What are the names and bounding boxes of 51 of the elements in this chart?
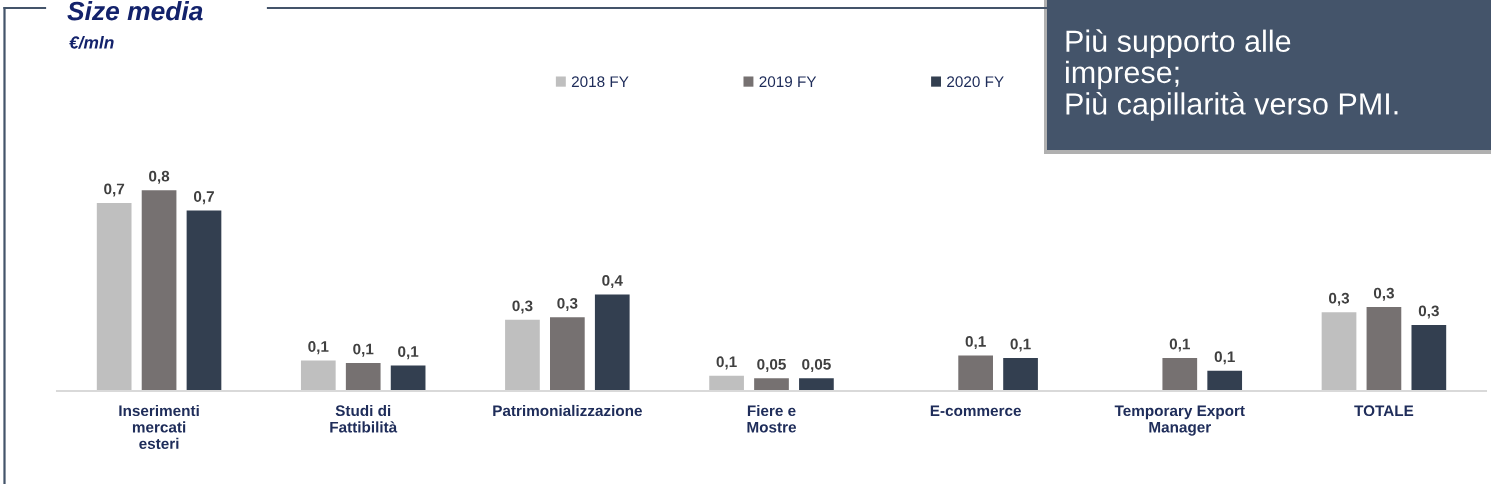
bar [186,210,222,391]
data-label: 0,1 [308,341,329,355]
data-label: 0,4 [602,275,623,289]
legend-label: 2019 FY [759,76,817,88]
data-label: 0,1 [1169,338,1190,352]
data-label: 0,3 [512,300,533,314]
chart-title: Size media [67,1,203,21]
bar [300,360,336,391]
data-label: 0,05 [802,358,831,372]
x-tick-label: Patrimonializzazione [493,404,642,417]
data-label: 0,1 [1214,351,1235,365]
bar [345,363,381,391]
data-label: 0,7 [193,191,214,205]
data-label: 0,8 [149,170,170,184]
bar [141,190,177,391]
x-tick-label: Inserimenti mercati esteri [119,404,199,450]
x-tick-label: E-commerce [930,405,1021,417]
text: Più supporto alle imprese; Più capillarità verso PMI. [1066,29,1398,121]
x-tick-label: Studi di Fattibilità [330,404,398,433]
data-label: 0,3 [557,297,578,311]
data-label: 0,05 [757,358,786,372]
bar [550,317,585,391]
chart-subtitle: €/mln [69,35,114,49]
bar [709,375,744,391]
bar [1321,312,1357,391]
bar [1411,324,1447,391]
bar [594,294,630,391]
bar [1003,357,1038,391]
x-tick-label: TOTALE [1354,405,1414,417]
data-label: 0,3 [1373,287,1394,301]
bar [1162,357,1198,391]
data-label: 0,1 [1010,338,1031,352]
bar [96,202,132,391]
bar [390,365,426,391]
x-tick-label: Temporary Export Manager [1114,405,1245,436]
data-label: 0,7 [104,183,125,197]
data-label: 0,3 [1329,292,1350,306]
bar [1207,370,1243,391]
bar [1366,307,1402,391]
data-label: 0,1 [965,336,986,350]
x-tick-label: Fiere e Mostre [747,404,797,433]
bar [958,355,993,391]
legend-label: 2020 FY [947,76,1004,88]
data-label: 0,1 [353,343,374,357]
bar [754,378,789,391]
data-label: 0,1 [398,346,419,360]
data-label: 0,3 [1418,305,1439,319]
bar [799,378,834,391]
data-label: 0,1 [716,356,737,370]
bar [505,319,540,391]
legend-label: 2018 FY [571,76,629,88]
